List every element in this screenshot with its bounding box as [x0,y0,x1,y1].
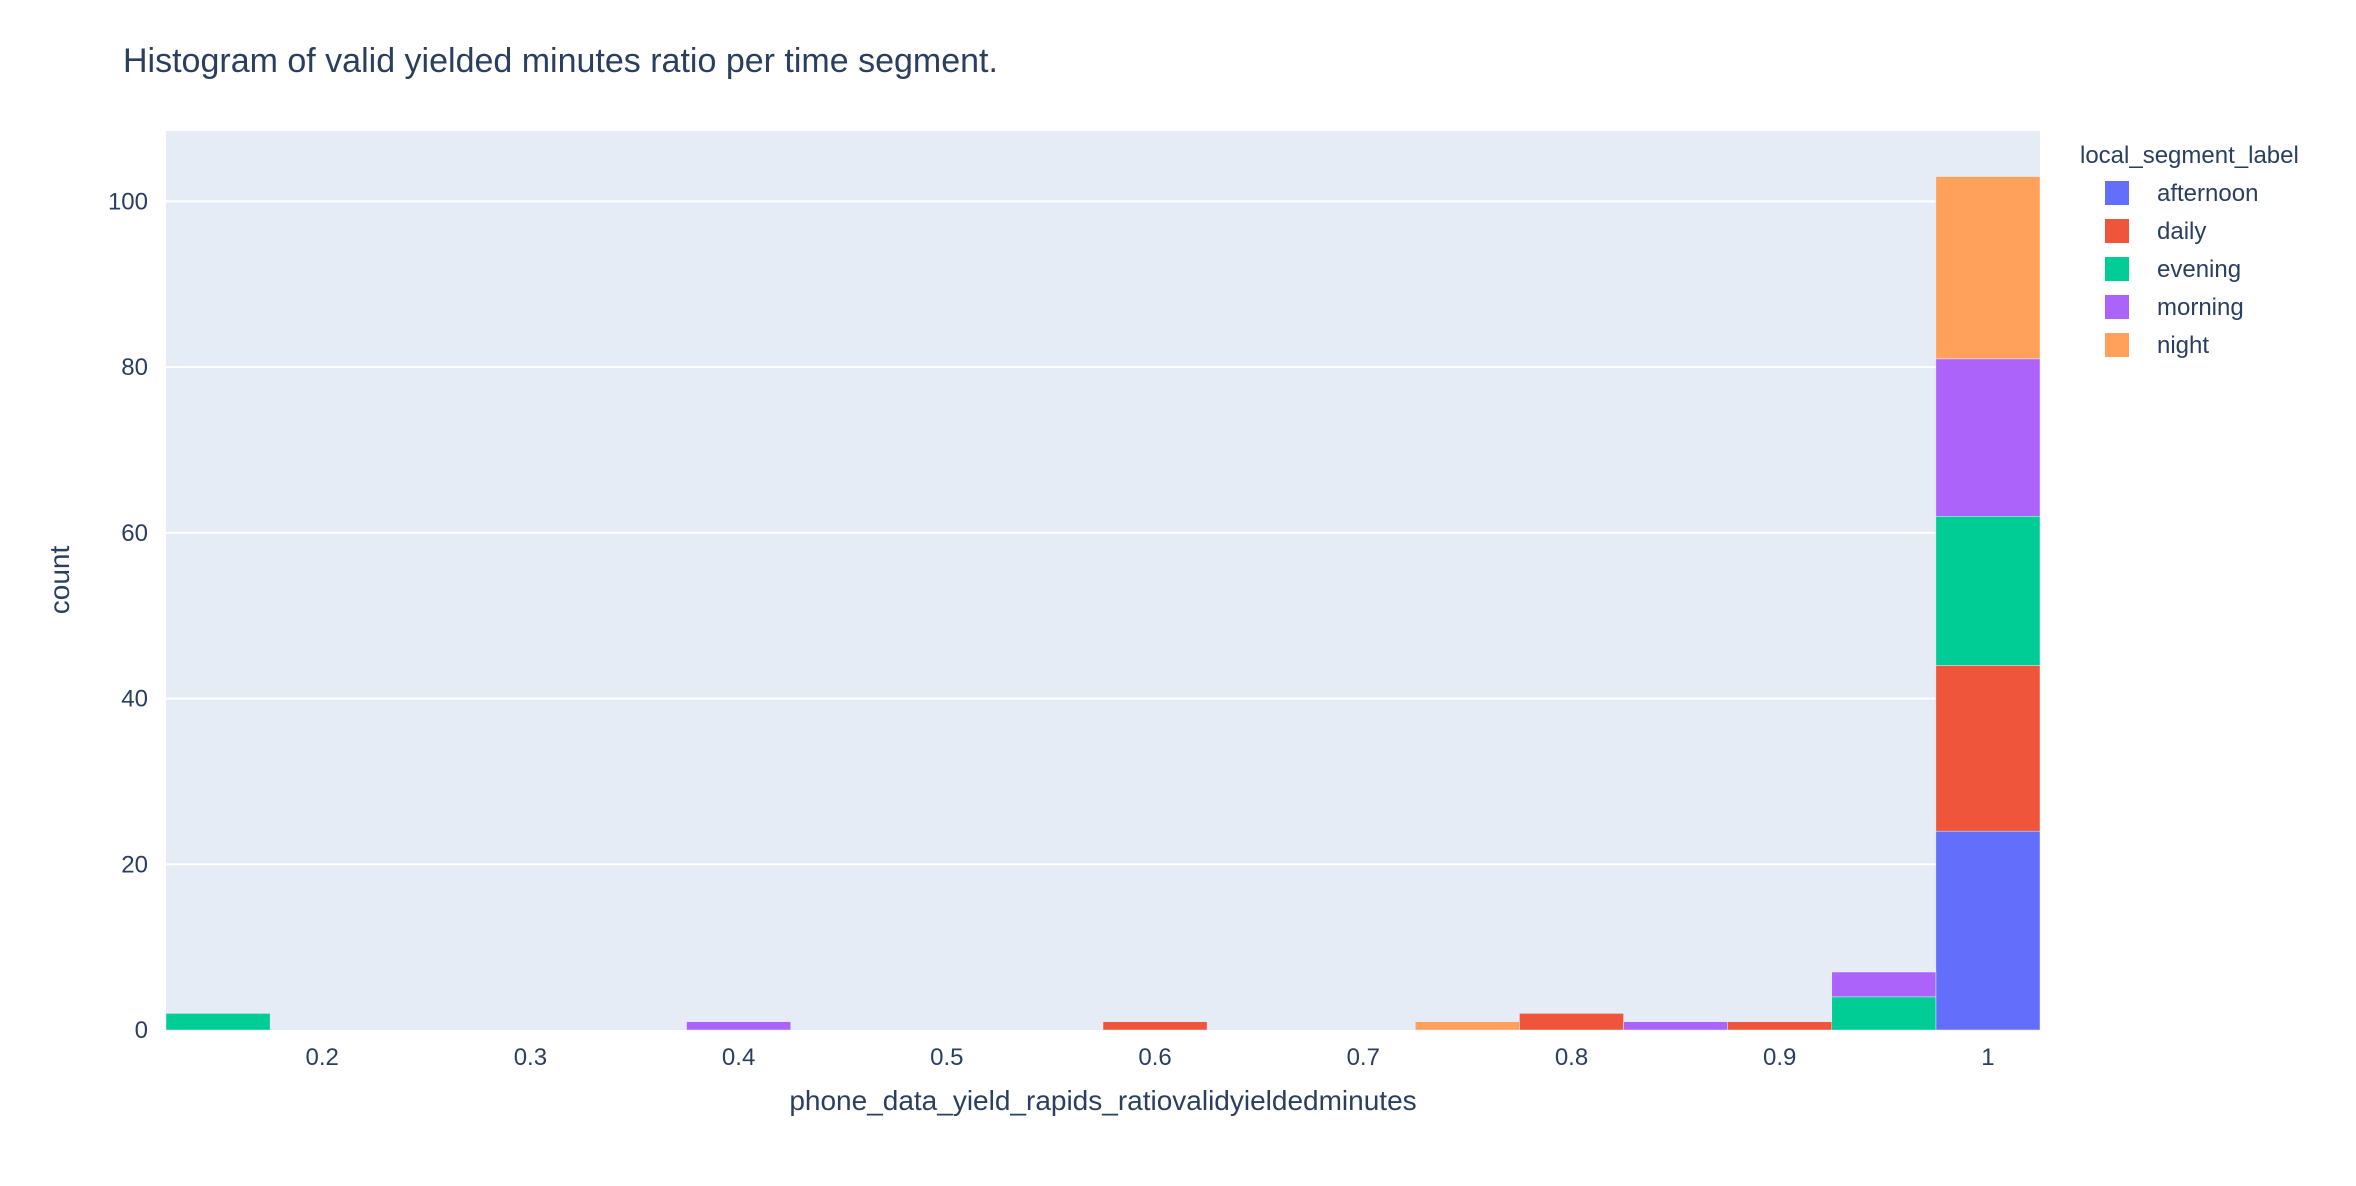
x-tick-label: 1 [1981,1044,1994,1071]
y-gridlines [166,200,2040,866]
y-tick-label: 20 [121,851,148,878]
y-tick-label: 40 [121,686,148,713]
bar-morning[interactable] [1935,358,2041,517]
legend-title: local_segment_label [2080,142,2299,169]
legend-swatch [2105,219,2129,243]
bar-evening[interactable] [165,1013,271,1031]
x-tick-label: 0.9 [1763,1044,1796,1071]
y-tick-label: 0 [135,1017,148,1044]
bar-daily[interactable] [1102,1021,1208,1031]
legend-label: daily [2157,218,2206,245]
y-tick-label: 60 [121,520,148,547]
legend-item-evening[interactable]: evening [2105,256,2241,283]
legend-swatch [2105,295,2129,319]
histogram-bars [165,176,2041,1031]
x-tick-label: 0.8 [1555,1044,1588,1071]
bar-daily[interactable] [1727,1021,1833,1031]
x-tick-label: 0.6 [1138,1044,1171,1071]
bar-morning[interactable] [1623,1021,1728,1031]
bar-night[interactable] [1415,1021,1520,1031]
legend-item-daily[interactable]: daily [2105,218,2206,245]
x-tick-label: 0.4 [722,1044,755,1071]
bar-night[interactable] [1935,176,2041,360]
legend-label: night [2157,332,2209,359]
legend-item-night[interactable]: night [2105,332,2209,359]
legend-swatch [2105,181,2129,205]
legend-label: evening [2157,256,2241,283]
x-tick-label: 0.2 [305,1044,338,1071]
legend-swatch [2105,257,2129,281]
x-tick-label: 0.7 [1347,1044,1380,1071]
y-axis-title: count [44,546,75,615]
y-tick-label: 80 [121,354,148,381]
legend-item-morning[interactable]: morning [2105,294,2244,321]
bar-daily[interactable] [1935,665,2041,832]
bar-evening[interactable] [1831,996,1937,1031]
x-tick-label: 0.5 [930,1044,963,1071]
bar-afternoon[interactable] [1935,830,2041,1031]
bar-morning[interactable] [686,1021,791,1031]
chart-title: Histogram of valid yielded minutes ratio… [123,42,998,80]
plot-area [166,131,2040,1030]
legend[interactable]: local_segment_label afternoon daily evenin… [2080,142,2299,359]
x-tick-label: 0.3 [514,1044,547,1071]
x-axis-title: phone_data_yield_rapids_ratiovalidyielde… [789,1085,1416,1116]
legend-label: morning [2157,294,2244,321]
legend-label: afternoon [2157,180,2258,207]
x-axis-ticks: 0.2 0.3 0.4 0.5 0.6 0.7 0.8 0.9 1 [305,1044,1994,1071]
legend-swatch [2105,333,2129,357]
bar-morning[interactable] [1831,971,1937,998]
y-tick-label: 100 [108,188,148,215]
bar-daily[interactable] [1519,1013,1624,1031]
y-axis-ticks: 0 20 40 60 80 100 [108,188,148,1044]
legend-item-afternoon[interactable]: afternoon [2105,180,2258,207]
bar-evening[interactable] [1935,516,2041,666]
